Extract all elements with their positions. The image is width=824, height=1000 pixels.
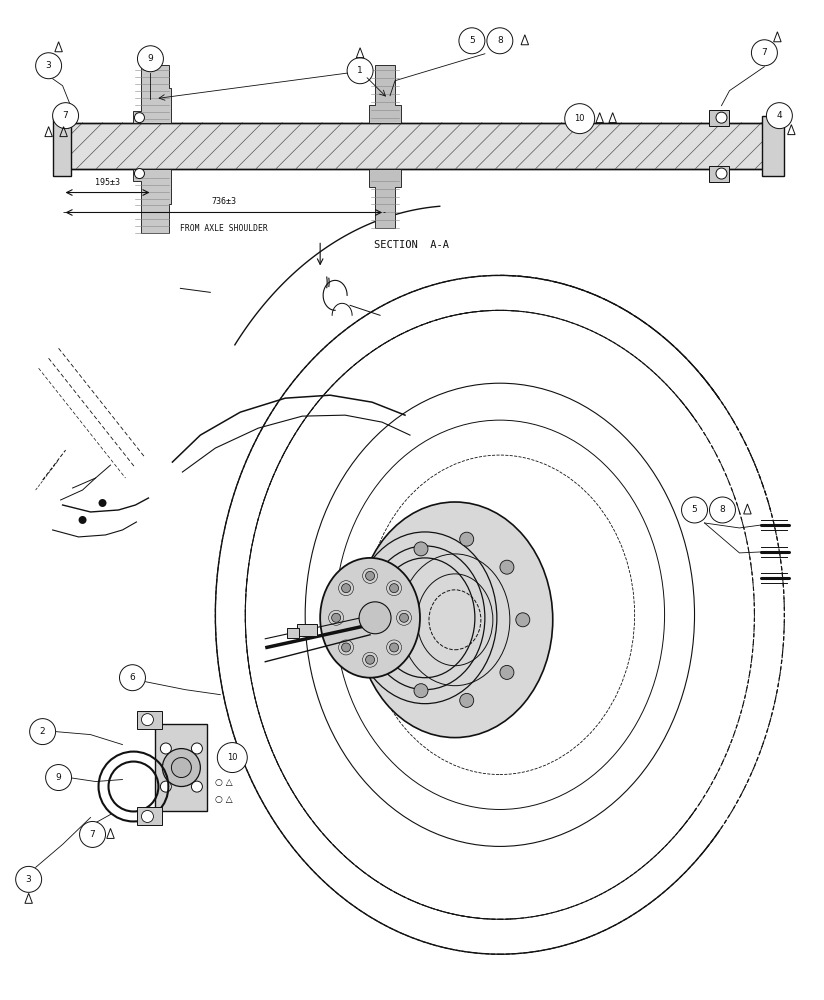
Bar <box>288 628 299 638</box>
Text: SECTION  A-A: SECTION A-A <box>374 240 450 250</box>
Polygon shape <box>369 169 401 228</box>
Circle shape <box>331 613 340 622</box>
Circle shape <box>142 810 153 822</box>
Text: 7: 7 <box>90 830 96 839</box>
Circle shape <box>716 168 727 179</box>
Bar <box>138 807 162 825</box>
Circle shape <box>500 665 514 679</box>
Circle shape <box>390 643 399 652</box>
Circle shape <box>414 542 428 556</box>
Ellipse shape <box>321 558 420 678</box>
Text: 2: 2 <box>40 727 45 736</box>
Polygon shape <box>133 169 171 233</box>
Circle shape <box>35 53 62 79</box>
Text: 8: 8 <box>719 505 725 514</box>
Circle shape <box>359 602 391 634</box>
Text: 10: 10 <box>227 753 237 762</box>
Circle shape <box>459 28 485 54</box>
Circle shape <box>53 103 78 129</box>
Circle shape <box>119 665 146 691</box>
Text: 1: 1 <box>358 66 363 75</box>
Bar <box>297 624 317 636</box>
Text: 3: 3 <box>46 61 51 70</box>
Polygon shape <box>53 116 71 176</box>
Text: 195±3: 195±3 <box>95 178 120 187</box>
Circle shape <box>191 781 203 792</box>
Text: 9: 9 <box>56 773 62 782</box>
Text: ○ △: ○ △ <box>215 778 233 787</box>
Circle shape <box>218 743 247 773</box>
Text: 9: 9 <box>147 54 153 63</box>
Circle shape <box>716 112 727 123</box>
Circle shape <box>564 104 595 134</box>
Circle shape <box>99 499 106 507</box>
Circle shape <box>516 613 530 627</box>
Circle shape <box>414 684 428 698</box>
Circle shape <box>191 743 203 754</box>
Circle shape <box>500 560 514 574</box>
Circle shape <box>161 781 171 792</box>
Circle shape <box>390 584 399 593</box>
Circle shape <box>30 719 55 745</box>
Circle shape <box>751 40 777 66</box>
Circle shape <box>384 641 398 655</box>
Circle shape <box>161 743 171 754</box>
Circle shape <box>400 613 409 622</box>
Circle shape <box>766 103 793 129</box>
Polygon shape <box>63 123 767 169</box>
Text: 7: 7 <box>63 111 68 120</box>
Circle shape <box>45 765 72 791</box>
Text: 8: 8 <box>497 36 503 45</box>
Circle shape <box>342 643 350 652</box>
Text: FROM AXLE SHOULDER: FROM AXLE SHOULDER <box>180 224 268 233</box>
Polygon shape <box>133 65 171 123</box>
Polygon shape <box>156 724 208 811</box>
Bar <box>709 166 729 182</box>
Circle shape <box>681 497 708 523</box>
Circle shape <box>134 169 144 179</box>
Circle shape <box>138 46 163 72</box>
Text: 736±3: 736±3 <box>212 197 236 206</box>
Circle shape <box>16 866 42 892</box>
Text: 3: 3 <box>26 875 31 884</box>
Circle shape <box>347 58 373 84</box>
Bar <box>709 110 729 126</box>
Circle shape <box>171 758 191 778</box>
Ellipse shape <box>357 502 553 738</box>
Circle shape <box>709 497 736 523</box>
Text: 10: 10 <box>574 114 585 123</box>
Polygon shape <box>369 65 401 123</box>
Circle shape <box>366 655 375 664</box>
Text: 6: 6 <box>129 673 135 682</box>
Circle shape <box>366 571 375 580</box>
Text: 5: 5 <box>691 505 697 514</box>
Circle shape <box>460 693 474 707</box>
Text: 5: 5 <box>469 36 475 45</box>
Circle shape <box>342 584 350 593</box>
Text: 7: 7 <box>761 48 767 57</box>
Circle shape <box>142 714 153 726</box>
Text: 4: 4 <box>776 111 782 120</box>
Circle shape <box>80 821 105 847</box>
Text: ○ △: ○ △ <box>215 795 233 804</box>
Circle shape <box>162 749 200 787</box>
Circle shape <box>78 516 87 524</box>
Circle shape <box>487 28 513 54</box>
Circle shape <box>460 532 474 546</box>
Polygon shape <box>762 116 784 176</box>
Circle shape <box>134 113 144 123</box>
Circle shape <box>384 585 398 599</box>
Bar <box>138 711 162 729</box>
